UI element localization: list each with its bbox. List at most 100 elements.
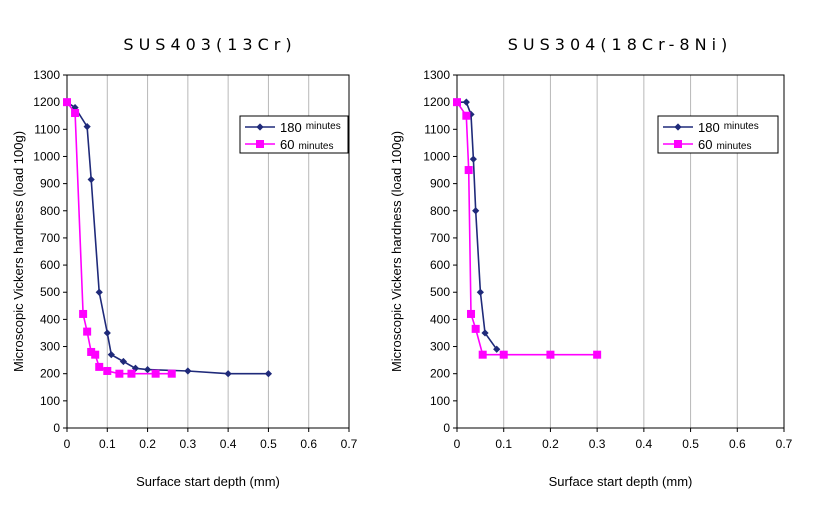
legend-label-main: 60 (280, 137, 294, 152)
legend-label-main: 180 (698, 120, 720, 135)
data-point (593, 350, 602, 359)
data-point (79, 309, 88, 318)
series-line (66, 101, 172, 375)
y-tick-label: 800 (430, 204, 450, 218)
data-point (464, 166, 473, 175)
data-point (103, 366, 112, 375)
y-tick-label: 400 (40, 312, 60, 326)
y-tick-label: 1000 (423, 149, 450, 163)
legend (657, 115, 779, 154)
legend-marker (674, 140, 682, 148)
y-tick-label: 300 (40, 340, 60, 354)
data-point (63, 98, 71, 107)
y-tick-label: 700 (40, 231, 60, 245)
x-tick-label: 0.1 (495, 437, 512, 451)
data-point (119, 357, 127, 366)
legend-entry (663, 123, 693, 131)
x-tick-label: 0.4 (220, 437, 237, 451)
y-tick-label: 500 (40, 285, 60, 299)
data-point (481, 329, 489, 337)
data-point (95, 288, 103, 296)
legend-label-sub: minutes (306, 121, 341, 132)
data-point (493, 345, 501, 353)
y-tick-label: 100 (40, 394, 60, 408)
series-2 (63, 98, 176, 378)
y-tick-label: 300 (430, 340, 450, 354)
legend-label-sub: minutes (298, 141, 333, 152)
data-point (478, 350, 487, 359)
data-point (87, 175, 95, 184)
x-tick-label: 0.5 (260, 437, 277, 451)
data-point (467, 309, 476, 318)
legend-label-main: 60 (698, 137, 712, 152)
y-tick-label: 400 (430, 312, 450, 326)
data-point (71, 109, 80, 118)
data-point (462, 98, 470, 106)
y-tick-label: 0 (53, 421, 60, 435)
data-point (83, 122, 91, 131)
legend (239, 115, 349, 154)
x-tick-label: 0.3 (589, 437, 606, 451)
legend-entry (663, 140, 693, 148)
x-tick-label: 0.1 (99, 437, 116, 451)
x-tick-label: 0.4 (636, 437, 653, 451)
y-tick-label: 1200 (33, 95, 60, 109)
data-point (107, 351, 115, 359)
data-point (83, 327, 92, 336)
data-point (87, 347, 96, 356)
plot-frame (66, 74, 350, 429)
legend-label-main: 180 (280, 120, 302, 135)
data-point (103, 329, 111, 337)
x-tick-label: 0 (64, 437, 71, 451)
data-point (471, 324, 480, 333)
y-tick-label: 200 (40, 367, 60, 381)
data-point (115, 369, 124, 378)
chart-title: SUS403(13Cr) (123, 35, 296, 54)
legend-marker (674, 123, 682, 131)
y-axis-title: Microscopic Vickers hardness (load 100g) (11, 131, 26, 372)
y-tick-label: 800 (40, 204, 60, 218)
x-tick-label: 0 (454, 437, 461, 451)
y-tick-label: 1200 (423, 95, 450, 109)
series-2 (453, 98, 602, 359)
legend-label-sub: minutes (716, 141, 751, 152)
y-tick-label: 1300 (423, 68, 450, 82)
x-axis-title: Surface start depth (mm) (549, 474, 693, 489)
data-point (184, 367, 192, 375)
y-tick-label: 500 (430, 285, 450, 299)
y-tick-label: 0 (443, 421, 450, 435)
x-tick-label: 0.7 (776, 437, 793, 451)
x-tick-label: 0.3 (180, 437, 197, 451)
legend-entry (245, 123, 275, 131)
data-point (499, 350, 508, 359)
legend-label: 60 minutes (698, 137, 751, 152)
y-tick-label: 700 (430, 231, 450, 245)
plot-frame (456, 74, 785, 429)
x-tick-label: 0.2 (139, 437, 156, 451)
data-point (453, 98, 461, 107)
data-point (91, 350, 100, 359)
chart-panel-1: 0100200300400500600700800900100011001200… (11, 35, 358, 489)
x-axis-title: Surface start depth (mm) (136, 474, 280, 489)
legend-marker (256, 140, 264, 148)
y-tick-label: 1100 (424, 122, 450, 136)
legend-label: 60 minutes (280, 137, 333, 152)
series-line (66, 101, 269, 375)
y-tick-label: 1100 (34, 122, 60, 136)
series-line (456, 101, 598, 356)
y-tick-label: 900 (40, 177, 60, 191)
x-tick-label: 0.7 (341, 437, 358, 451)
x-tick-label: 0.5 (682, 437, 699, 451)
data-point (167, 369, 176, 378)
y-tick-label: 600 (430, 258, 450, 272)
x-tick-label: 0.6 (729, 437, 746, 451)
data-point (472, 207, 480, 215)
data-point (462, 111, 471, 120)
data-point (469, 155, 477, 163)
legend-entry (245, 140, 275, 148)
data-point (151, 369, 160, 378)
data-point (546, 350, 555, 359)
legend-label: 180 minutes (698, 120, 759, 135)
legend-marker (256, 123, 264, 131)
